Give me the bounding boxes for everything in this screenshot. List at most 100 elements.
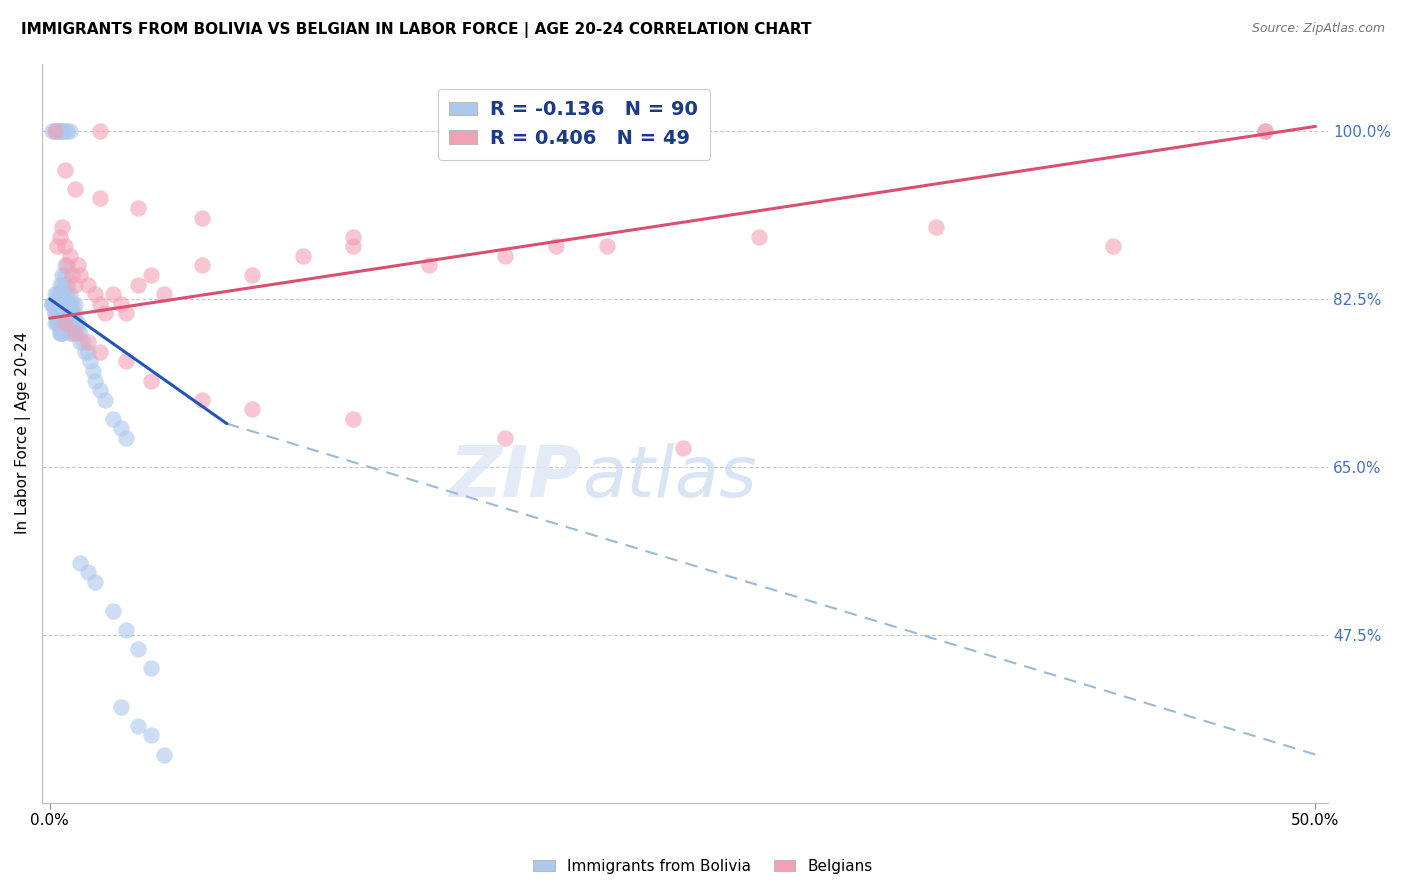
Point — [291, 249, 314, 263]
Point — [69, 335, 91, 350]
Point — [44, 124, 66, 138]
Point — [51, 316, 73, 330]
Point — [51, 306, 73, 320]
Point — [44, 316, 66, 330]
Point — [56, 287, 79, 301]
Point — [46, 297, 69, 311]
Point — [63, 182, 86, 196]
Point — [56, 297, 79, 311]
Point — [44, 306, 66, 320]
Point — [53, 287, 76, 301]
Point — [114, 354, 136, 368]
Point — [240, 402, 263, 417]
Point — [51, 268, 73, 282]
Point — [82, 364, 104, 378]
Point — [89, 297, 111, 311]
Point — [46, 316, 69, 330]
Point — [62, 297, 84, 311]
Point — [53, 297, 76, 311]
Point — [1254, 124, 1277, 138]
Point — [89, 191, 111, 205]
Point — [59, 306, 82, 320]
Point — [101, 287, 124, 301]
Point — [76, 335, 98, 350]
Point — [49, 124, 72, 138]
Point — [76, 566, 98, 580]
Point — [53, 316, 76, 330]
Point — [114, 431, 136, 445]
Point — [51, 287, 73, 301]
Point — [53, 316, 76, 330]
Point — [49, 229, 72, 244]
Point — [51, 316, 73, 330]
Point — [84, 374, 107, 388]
Legend: Immigrants from Bolivia, Belgians: Immigrants from Bolivia, Belgians — [527, 853, 879, 880]
Point — [342, 239, 364, 253]
Point — [51, 124, 73, 138]
Point — [53, 259, 76, 273]
Point — [79, 354, 101, 368]
Point — [89, 124, 111, 138]
Point — [56, 306, 79, 320]
Point — [53, 316, 76, 330]
Point — [94, 306, 117, 320]
Point — [63, 326, 86, 340]
Point — [49, 316, 72, 330]
Point — [342, 412, 364, 426]
Text: IMMIGRANTS FROM BOLIVIA VS BELGIAN IN LABOR FORCE | AGE 20-24 CORRELATION CHART: IMMIGRANTS FROM BOLIVIA VS BELGIAN IN LA… — [21, 22, 811, 38]
Point — [59, 297, 82, 311]
Point — [494, 431, 516, 445]
Point — [75, 344, 97, 359]
Point — [66, 326, 89, 340]
Point — [139, 374, 162, 388]
Point — [110, 297, 132, 311]
Point — [51, 326, 73, 340]
Point — [44, 297, 66, 311]
Point — [44, 306, 66, 320]
Point — [139, 728, 162, 742]
Point — [342, 229, 364, 244]
Point — [63, 316, 86, 330]
Point — [127, 642, 149, 657]
Point — [62, 268, 84, 282]
Point — [56, 259, 79, 273]
Point — [46, 316, 69, 330]
Point — [51, 297, 73, 311]
Point — [1254, 124, 1277, 138]
Point — [69, 326, 91, 340]
Point — [544, 239, 567, 253]
Point — [127, 201, 149, 215]
Point — [69, 556, 91, 570]
Point — [62, 306, 84, 320]
Point — [62, 306, 84, 320]
Point — [127, 277, 149, 292]
Point — [44, 287, 66, 301]
Point — [152, 287, 174, 301]
Y-axis label: In Labor Force | Age 20-24: In Labor Force | Age 20-24 — [15, 332, 31, 534]
Point — [46, 297, 69, 311]
Point — [110, 699, 132, 714]
Point — [62, 316, 84, 330]
Point — [62, 326, 84, 340]
Point — [49, 277, 72, 292]
Point — [190, 392, 212, 407]
Point — [190, 259, 212, 273]
Point — [76, 344, 98, 359]
Point — [63, 316, 86, 330]
Point — [41, 297, 63, 311]
Point — [190, 211, 212, 225]
Point — [49, 306, 72, 320]
Point — [41, 297, 63, 311]
Point — [53, 306, 76, 320]
Point — [110, 421, 132, 435]
Text: atlas: atlas — [582, 443, 756, 512]
Point — [1102, 239, 1125, 253]
Point — [59, 326, 82, 340]
Point — [46, 287, 69, 301]
Point — [139, 268, 162, 282]
Point — [66, 316, 89, 330]
Point — [53, 239, 76, 253]
Point — [53, 124, 76, 138]
Point — [66, 259, 89, 273]
Point — [49, 287, 72, 301]
